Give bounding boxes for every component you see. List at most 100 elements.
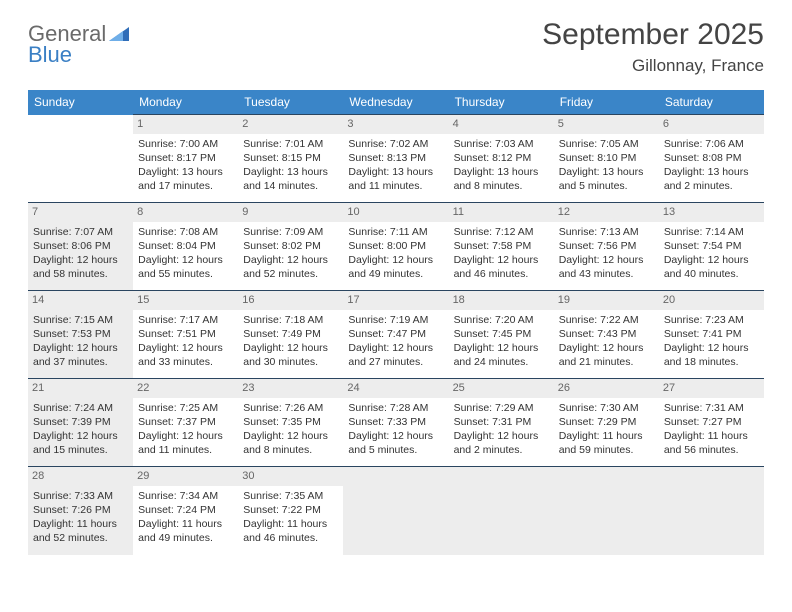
week-row: 21Sunrise: 7:24 AMSunset: 7:39 PMDayligh… (28, 379, 764, 467)
day-number: 7 (28, 203, 133, 222)
week-row: 7Sunrise: 7:07 AMSunset: 8:06 PMDaylight… (28, 203, 764, 291)
daylight-text: Daylight: 12 hours and 15 minutes. (33, 429, 128, 457)
sunrise-text: Sunrise: 7:24 AM (33, 401, 128, 415)
sunset-text: Sunset: 7:47 PM (348, 327, 443, 341)
sunrise-text: Sunrise: 7:05 AM (559, 137, 654, 151)
sunrise-text: Sunrise: 7:34 AM (138, 489, 233, 503)
sunset-text: Sunset: 8:15 PM (243, 151, 338, 165)
sunrise-text: Sunrise: 7:26 AM (243, 401, 338, 415)
day-number: 1 (133, 115, 238, 134)
sunrise-text: Sunrise: 7:30 AM (559, 401, 654, 415)
sunrise-text: Sunrise: 7:18 AM (243, 313, 338, 327)
daylight-text: Daylight: 11 hours and 59 minutes. (559, 429, 654, 457)
sunrise-text: Sunrise: 7:11 AM (348, 225, 443, 239)
sunrise-text: Sunrise: 7:12 AM (454, 225, 549, 239)
daylight-text: Daylight: 12 hours and 2 minutes. (454, 429, 549, 457)
sunrise-text: Sunrise: 7:19 AM (348, 313, 443, 327)
day-cell: 30Sunrise: 7:35 AMSunset: 7:22 PMDayligh… (238, 467, 343, 555)
day-number: 26 (554, 379, 659, 398)
sunrise-text: Sunrise: 7:29 AM (454, 401, 549, 415)
daylight-text: Daylight: 12 hours and 24 minutes. (454, 341, 549, 369)
sunrise-text: Sunrise: 7:28 AM (348, 401, 443, 415)
sunset-text: Sunset: 8:12 PM (454, 151, 549, 165)
sunrise-text: Sunrise: 7:31 AM (664, 401, 759, 415)
day-number: 3 (343, 115, 448, 134)
day-number: 10 (343, 203, 448, 222)
empty-cell (28, 115, 133, 203)
logo-text: General Blue (28, 24, 129, 66)
sunrise-text: Sunrise: 7:00 AM (138, 137, 233, 151)
sunrise-text: Sunrise: 7:35 AM (243, 489, 338, 503)
daylight-text: Daylight: 12 hours and 58 minutes. (33, 253, 128, 281)
day-number: 8 (133, 203, 238, 222)
sunset-text: Sunset: 7:29 PM (559, 415, 654, 429)
sunset-text: Sunset: 7:49 PM (243, 327, 338, 341)
header-row: General Blue September 2025 Gillonnay, F… (28, 18, 764, 76)
daylight-text: Daylight: 12 hours and 5 minutes. (348, 429, 443, 457)
week-row: 1Sunrise: 7:00 AMSunset: 8:17 PMDaylight… (28, 115, 764, 203)
empty-cell (554, 467, 659, 555)
day-header: Thursday (449, 90, 554, 115)
day-cell: 15Sunrise: 7:17 AMSunset: 7:51 PMDayligh… (133, 291, 238, 379)
sunrise-text: Sunrise: 7:17 AM (138, 313, 233, 327)
sunrise-text: Sunrise: 7:33 AM (33, 489, 128, 503)
daylight-text: Daylight: 13 hours and 8 minutes. (454, 165, 549, 193)
sunset-text: Sunset: 7:24 PM (138, 503, 233, 517)
day-number: 19 (554, 291, 659, 310)
day-cell: 12Sunrise: 7:13 AMSunset: 7:56 PMDayligh… (554, 203, 659, 291)
day-cell: 14Sunrise: 7:15 AMSunset: 7:53 PMDayligh… (28, 291, 133, 379)
calendar-table: SundayMondayTuesdayWednesdayThursdayFrid… (28, 90, 764, 555)
day-number: 16 (238, 291, 343, 310)
day-number: 20 (659, 291, 764, 310)
day-cell: 9Sunrise: 7:09 AMSunset: 8:02 PMDaylight… (238, 203, 343, 291)
day-cell: 23Sunrise: 7:26 AMSunset: 7:35 PMDayligh… (238, 379, 343, 467)
sunset-text: Sunset: 8:04 PM (138, 239, 233, 253)
sunset-text: Sunset: 7:58 PM (454, 239, 549, 253)
empty-cell (449, 467, 554, 555)
sunrise-text: Sunrise: 7:14 AM (664, 225, 759, 239)
sunrise-text: Sunrise: 7:07 AM (33, 225, 128, 239)
day-cell: 25Sunrise: 7:29 AMSunset: 7:31 PMDayligh… (449, 379, 554, 467)
empty-cell (343, 467, 448, 555)
day-cell: 27Sunrise: 7:31 AMSunset: 7:27 PMDayligh… (659, 379, 764, 467)
sunset-text: Sunset: 7:51 PM (138, 327, 233, 341)
sunset-text: Sunset: 7:53 PM (33, 327, 128, 341)
daylight-text: Daylight: 12 hours and 40 minutes. (664, 253, 759, 281)
month-title: September 2025 (542, 18, 764, 52)
sunrise-text: Sunrise: 7:03 AM (454, 137, 549, 151)
sunset-text: Sunset: 7:35 PM (243, 415, 338, 429)
day-cell: 16Sunrise: 7:18 AMSunset: 7:49 PMDayligh… (238, 291, 343, 379)
sunrise-text: Sunrise: 7:02 AM (348, 137, 443, 151)
day-header: Friday (554, 90, 659, 115)
sunset-text: Sunset: 8:08 PM (664, 151, 759, 165)
day-cell: 8Sunrise: 7:08 AMSunset: 8:04 PMDaylight… (133, 203, 238, 291)
daylight-text: Daylight: 13 hours and 14 minutes. (243, 165, 338, 193)
sunset-text: Sunset: 7:31 PM (454, 415, 549, 429)
sunset-text: Sunset: 7:43 PM (559, 327, 654, 341)
day-cell: 21Sunrise: 7:24 AMSunset: 7:39 PMDayligh… (28, 379, 133, 467)
day-number: 5 (554, 115, 659, 134)
sunset-text: Sunset: 7:22 PM (243, 503, 338, 517)
day-number: 28 (28, 467, 133, 486)
day-cell: 10Sunrise: 7:11 AMSunset: 8:00 PMDayligh… (343, 203, 448, 291)
sunset-text: Sunset: 7:45 PM (454, 327, 549, 341)
day-cell: 4 Sunrise: 7:03 AMSunset: 8:12 PMDaylight… (449, 115, 554, 203)
sunrise-text: Sunrise: 7:20 AM (454, 313, 549, 327)
day-number: 12 (554, 203, 659, 222)
week-row: 14Sunrise: 7:15 AMSunset: 7:53 PMDayligh… (28, 291, 764, 379)
daylight-text: Daylight: 12 hours and 27 minutes. (348, 341, 443, 369)
sunset-text: Sunset: 7:26 PM (33, 503, 128, 517)
daylight-text: Daylight: 13 hours and 17 minutes. (138, 165, 233, 193)
daylight-text: Daylight: 12 hours and 21 minutes. (559, 341, 654, 369)
daylight-text: Daylight: 13 hours and 2 minutes. (664, 165, 759, 193)
day-number: 22 (133, 379, 238, 398)
sunset-text: Sunset: 8:17 PM (138, 151, 233, 165)
location-text: Gillonnay, France (542, 56, 764, 76)
sunrise-text: Sunrise: 7:22 AM (559, 313, 654, 327)
day-header: Monday (133, 90, 238, 115)
daylight-text: Daylight: 12 hours and 33 minutes. (138, 341, 233, 369)
day-cell: 24Sunrise: 7:28 AMSunset: 7:33 PMDayligh… (343, 379, 448, 467)
day-number: 4 (449, 115, 554, 134)
sunrise-text: Sunrise: 7:08 AM (138, 225, 233, 239)
calendar-body: 1Sunrise: 7:00 AMSunset: 8:17 PMDaylight… (28, 115, 764, 555)
